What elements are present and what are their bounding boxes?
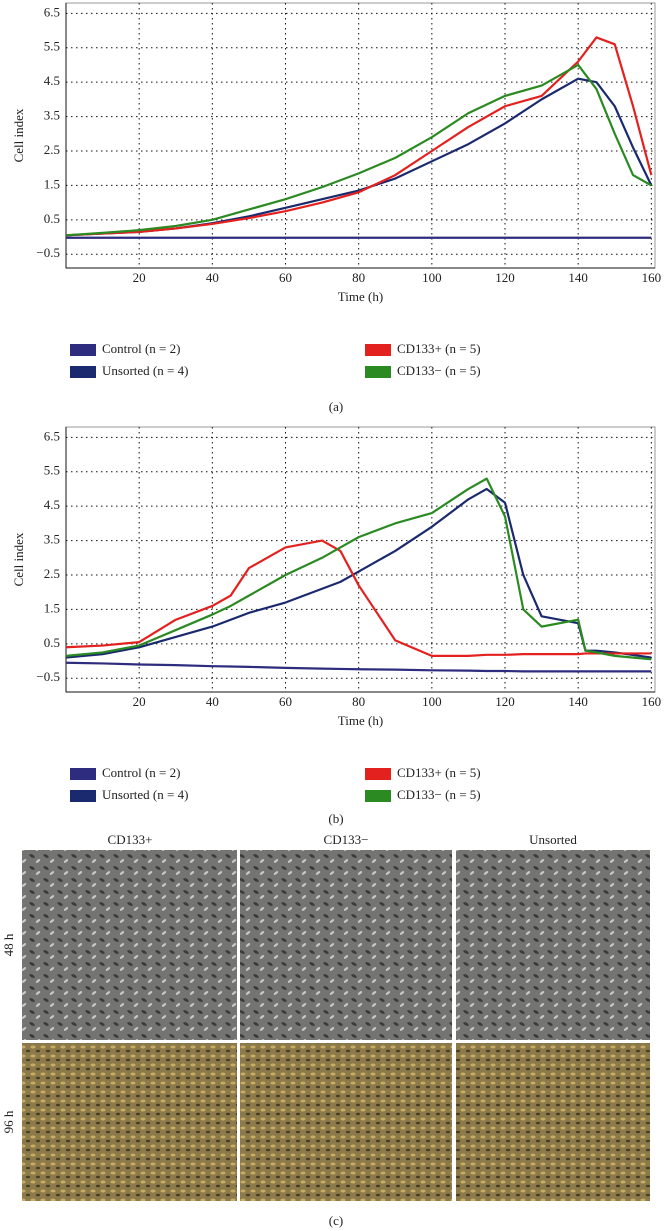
row-label: 48 h <box>1 933 16 956</box>
y-tick-label: 1.5 <box>44 176 60 191</box>
legend-swatch <box>70 790 96 802</box>
x-axis-label: Time (h) <box>338 289 383 304</box>
y-axis-label: Cell index <box>11 532 26 586</box>
x-axis-label: Time (h) <box>338 713 383 728</box>
micrograph <box>22 1043 237 1201</box>
panel-label: (b) <box>328 811 343 826</box>
legend-label: CD133− (n = 5) <box>397 787 481 802</box>
x-tick-label: 120 <box>495 694 515 709</box>
x-tick-label: 80 <box>352 270 365 285</box>
x-tick-label: 100 <box>422 694 442 709</box>
x-tick-label: 160 <box>642 694 662 709</box>
plot-area <box>65 2 656 269</box>
series-line <box>65 539 652 657</box>
micrograph-grid: CD133+ CD133− Unsorted 48 h 96 h <box>1 832 650 1201</box>
y-tick-label: 2.5 <box>44 142 60 157</box>
y-tick-label: 0.5 <box>44 635 60 650</box>
legend-label: CD133− (n = 5) <box>397 363 481 378</box>
panel-label: (a) <box>329 399 343 414</box>
x-tick-label: 140 <box>568 270 588 285</box>
y-tick-label: 4.5 <box>44 497 60 512</box>
x-tick-label: 120 <box>495 270 515 285</box>
y-tick-label: 4.5 <box>44 73 60 88</box>
legend-label: Control (n = 2) <box>102 765 180 780</box>
legend-swatch <box>70 768 96 780</box>
x-tick-label: 100 <box>422 270 442 285</box>
legend-label: Unsorted (n = 4) <box>102 363 188 378</box>
micrograph <box>240 850 452 1040</box>
legend-label: CD133+ (n = 5) <box>397 341 481 356</box>
y-tick-label: 1.5 <box>44 600 60 615</box>
micrograph <box>456 1043 650 1201</box>
x-tick-label: 40 <box>206 270 219 285</box>
y-tick-label: 6.5 <box>44 4 60 19</box>
x-tick-label: 40 <box>206 694 219 709</box>
y-tick-label: 5.5 <box>44 39 60 54</box>
row-label: 96 h <box>1 1110 16 1133</box>
y-axis-label: Cell index <box>11 108 26 162</box>
y-tick-label: 3.5 <box>44 108 60 123</box>
y-tick-label: 5.5 <box>44 463 60 478</box>
legend-label: Control (n = 2) <box>102 341 180 356</box>
y-tick-label: 6.5 <box>44 428 60 443</box>
column-label: CD133+ <box>108 832 153 847</box>
x-tick-label: 60 <box>279 270 292 285</box>
legend-swatch <box>365 768 391 780</box>
y-tick-label: 3.5 <box>44 532 60 547</box>
legend-swatch <box>365 344 391 356</box>
series-line <box>65 477 652 661</box>
legend-swatch <box>70 366 96 378</box>
legend-swatch <box>365 366 391 378</box>
y-tick-label: 0.5 <box>44 211 60 226</box>
y-tick-label: 2.5 <box>44 566 60 581</box>
series-line <box>65 36 653 237</box>
column-label: CD133− <box>324 832 369 847</box>
x-tick-label: 160 <box>642 270 662 285</box>
x-tick-label: 80 <box>352 694 365 709</box>
micrograph <box>22 850 237 1040</box>
x-tick-label: 20 <box>133 694 146 709</box>
legend-label: Unsorted (n = 4) <box>102 787 188 802</box>
x-tick-label: 60 <box>279 694 292 709</box>
x-tick-label: 20 <box>133 270 146 285</box>
x-tick-label: 140 <box>568 694 588 709</box>
legend-swatch <box>70 344 96 356</box>
series-line <box>65 63 652 237</box>
y-tick-label: −0.5 <box>36 245 60 260</box>
legend-swatch <box>365 790 391 802</box>
micrograph <box>240 1043 452 1201</box>
micrograph <box>456 850 650 1040</box>
column-label: Unsorted <box>529 832 577 847</box>
plot-area <box>65 426 656 693</box>
y-tick-label: −0.5 <box>36 669 60 684</box>
series-line <box>65 661 652 673</box>
legend-label: CD133+ (n = 5) <box>397 765 481 780</box>
panel-label: (c) <box>329 1213 343 1228</box>
